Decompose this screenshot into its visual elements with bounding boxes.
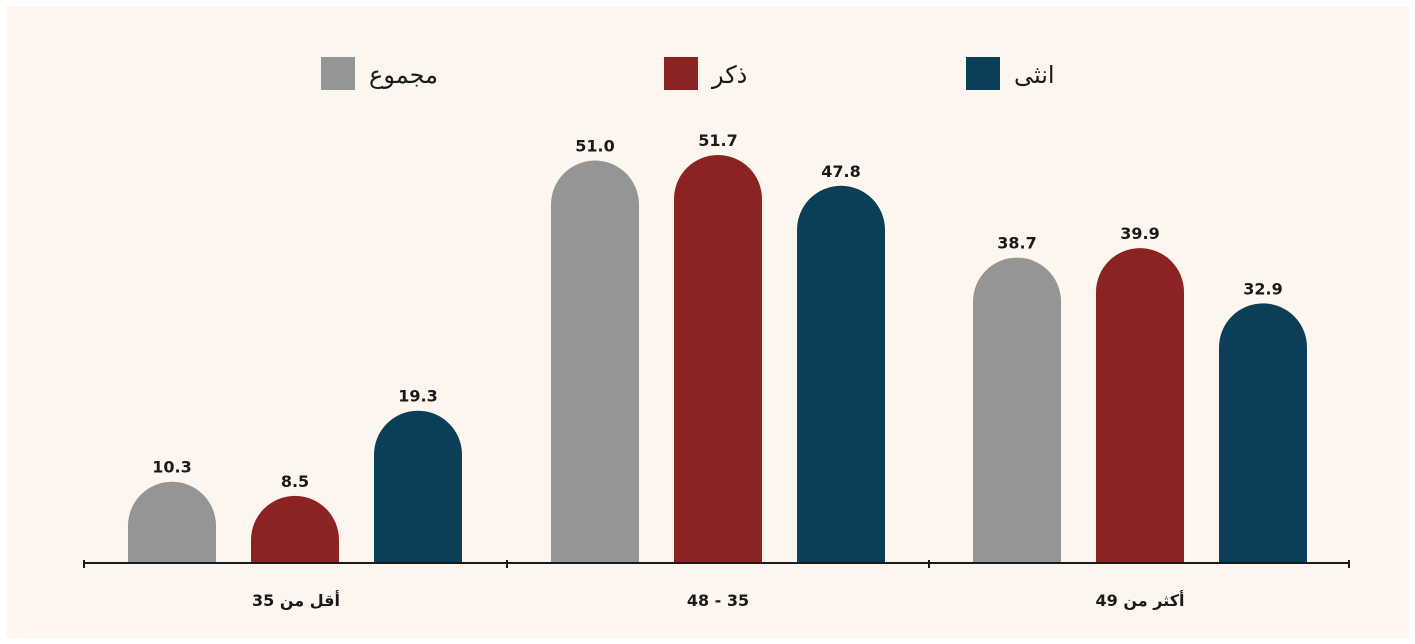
legend-label-male: ذكر bbox=[711, 61, 747, 89]
value-label-female-2: 47.8 bbox=[821, 162, 860, 181]
value-label-male-2: 51.7 bbox=[698, 131, 737, 150]
legend-item-male: ذكر bbox=[664, 57, 747, 90]
legend-swatch-total bbox=[321, 57, 355, 90]
labels: 10.3 51.0 38.7 8.5 51.7 39.9 19.3 47.8 32.9 أقل م… bbox=[152, 131, 1282, 610]
value-label-female-3: 32.9 bbox=[1243, 279, 1282, 298]
value-label-male-1: 8.5 bbox=[281, 472, 309, 491]
bar-total-2 bbox=[551, 160, 639, 563]
value-label-total-2: 51.0 bbox=[575, 137, 614, 156]
bar-male-3 bbox=[1096, 248, 1184, 563]
legend-item-female: انثى bbox=[966, 57, 1055, 90]
legend-label-total: مجموع bbox=[369, 61, 438, 89]
value-label-total-1: 10.3 bbox=[152, 458, 191, 477]
bar-male-2 bbox=[674, 155, 762, 563]
legend: مجموع ذكر انثى bbox=[321, 57, 1055, 90]
legend-swatch-female bbox=[966, 57, 1000, 90]
category-label-2: 35 - 48 bbox=[687, 591, 749, 610]
legend-swatch-male bbox=[664, 57, 698, 90]
value-label-male-3: 39.9 bbox=[1120, 224, 1159, 243]
bars bbox=[128, 155, 1307, 563]
bar-total-1 bbox=[128, 481, 216, 563]
legend-item-total: مجموع bbox=[321, 57, 438, 90]
legend-label-female: انثى bbox=[1014, 61, 1055, 89]
category-label-1: أقل من 35 bbox=[252, 590, 340, 610]
bar-total-3 bbox=[973, 257, 1061, 563]
bar-female-2 bbox=[797, 185, 885, 563]
bar-female-1 bbox=[374, 410, 462, 563]
bar-male-1 bbox=[251, 495, 339, 563]
x-axis bbox=[83, 560, 1350, 568]
category-label-3: أكثر من 49 bbox=[1096, 590, 1185, 610]
value-label-total-3: 38.7 bbox=[997, 234, 1036, 253]
bar-female-3 bbox=[1219, 303, 1307, 563]
value-label-female-1: 19.3 bbox=[398, 387, 437, 406]
